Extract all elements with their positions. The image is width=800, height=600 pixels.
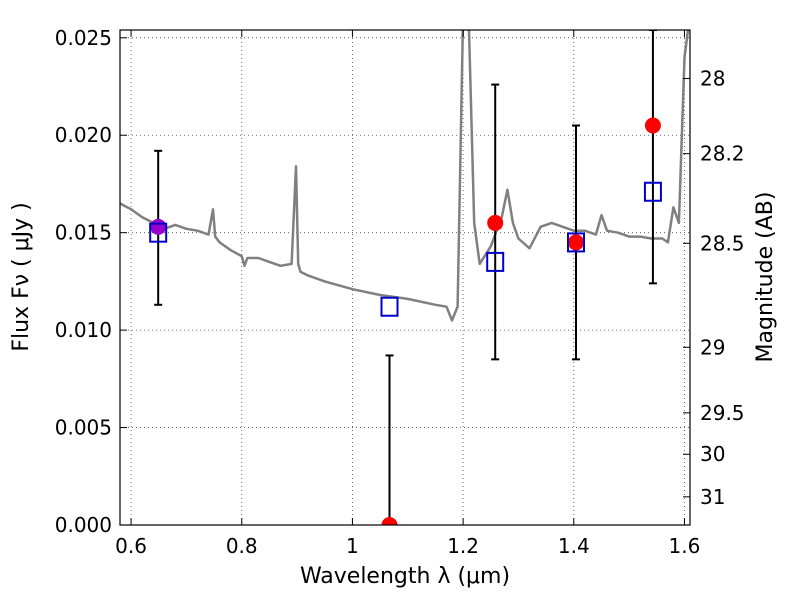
observed-point — [150, 218, 167, 235]
y-tick-label: 0.010 — [55, 318, 112, 342]
y-tick-label: 0.025 — [55, 26, 112, 50]
y2-tick-label: 29 — [700, 335, 725, 359]
y2-tick-label: 28.5 — [700, 231, 745, 255]
observed-point — [487, 214, 504, 231]
x-tick-label: 1.2 — [447, 534, 479, 558]
ticks: 0.6 0.8 1 1.2 1.4 1.6 0.000 0.005 0.010 0.015 0.02… — [55, 26, 745, 558]
y-tick-label: 0.015 — [55, 221, 112, 245]
y2-axis-label: Magnitude (AB) — [753, 192, 778, 363]
y2-tick-label: 28 — [700, 67, 725, 91]
synthetic-flux-square — [643, 181, 662, 202]
plot-frame — [119, 29, 691, 526]
x-axis-label: Wavelength λ (μm) — [300, 564, 510, 589]
y2-tick-label: 29.5 — [700, 401, 745, 425]
y-tick-label: 0.005 — [55, 416, 112, 440]
x-tick-label: 1.6 — [669, 534, 701, 558]
x-tick-label: 0.6 — [115, 534, 147, 558]
plot-area — [120, 30, 690, 525]
observed-point — [381, 517, 398, 525]
synthetic-flux-square — [380, 296, 399, 317]
y2-tick-label: 30 — [700, 442, 725, 466]
y-axis-label: Flux Fν ( μJy ) — [9, 202, 34, 351]
synthetic-flux-square — [567, 232, 585, 253]
model-spectrum-line — [120, 30, 690, 322]
observed-point — [568, 234, 584, 251]
y2-tick-label: 31 — [700, 485, 725, 509]
x-tick-label: 1.4 — [558, 534, 590, 558]
y-tick-label: 0.000 — [55, 513, 112, 537]
y-tick-label: 0.020 — [55, 123, 112, 147]
y2-tick-label: 28.2 — [700, 142, 745, 166]
synthetic-flux-square — [149, 222, 168, 243]
x-tick-label: 1 — [346, 534, 359, 558]
x-tick-label: 0.8 — [226, 534, 258, 558]
observed-point — [644, 117, 661, 134]
grid — [120, 30, 690, 526]
synthetic-flux-square — [486, 251, 505, 272]
